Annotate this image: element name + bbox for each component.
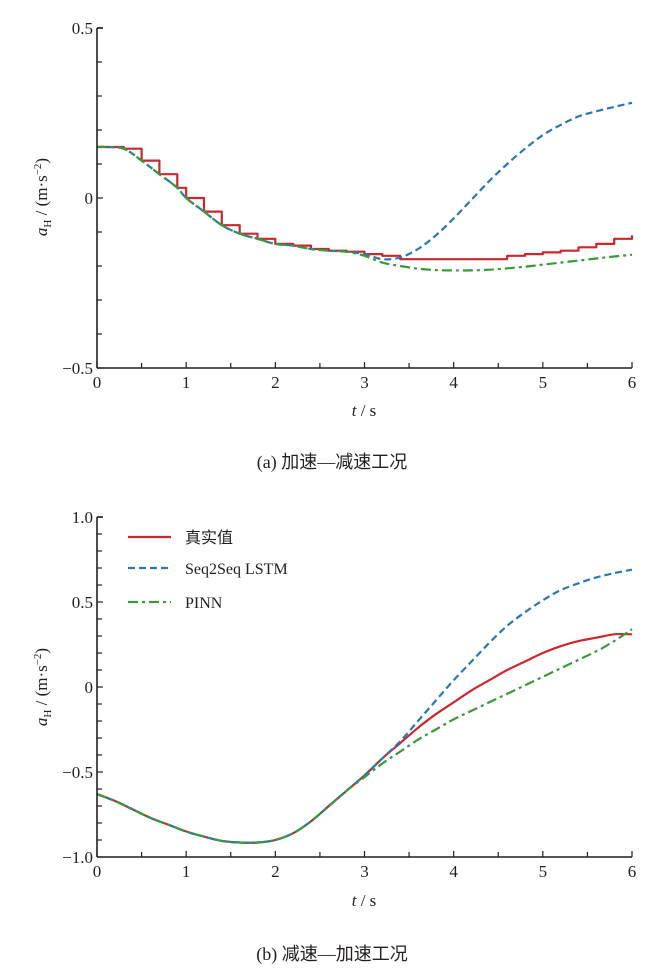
chart-b-y-axis-title: aH / (m·s−2) (32, 648, 54, 726)
chart-b-x-tick-label: 1 (182, 862, 191, 881)
chart-b-series-true-value (96, 632, 633, 844)
chart-b-x-axis-title: t / s (352, 891, 377, 910)
chart-b-series-pinn (96, 628, 633, 844)
chart-b-y-tick-label: −0.5 (62, 763, 93, 782)
chart-a-y-axis-title: aH / (m·s−2) (32, 158, 54, 236)
chart-b-x-tick-label: 0 (93, 862, 102, 881)
chart-b-series (96, 568, 633, 844)
legend-label-pinn: PINN (185, 595, 223, 612)
legend-label-seq2seq: Seq2Seq LSTM (185, 561, 288, 578)
chart-a-x-axis-title: t / s (352, 401, 377, 420)
chart-b-x-tick-label: 2 (271, 862, 280, 881)
chart-b-y-tick-label: 1.0 (72, 508, 93, 527)
chart-a-y-tick-label: 0 (85, 189, 94, 208)
chart-b-axes: −1.0 −0.5 0 0.5 1.0 0 1 2 3 4 5 6 (62, 508, 636, 881)
chart-a-y-tick-label: 0.5 (72, 19, 93, 38)
chart-b-x-tick-label: 6 (628, 862, 637, 881)
chart-b-caption: (b) 减速—加速工况 (256, 944, 408, 965)
chart-a-x-tick-label: 3 (360, 373, 369, 392)
chart-b-x-tick-label: 3 (360, 862, 369, 881)
chart-a: −0.500.50 1 2 3 4 5 6 t / s aH / (m·s−2) (a) 加… (32, 19, 636, 473)
legend-label-true-value: 真实值 (185, 529, 233, 547)
chart-b-x-tick-label: 4 (449, 862, 458, 881)
chart-a-x-tick-label: 4 (449, 373, 458, 392)
chart-b-y-tick-label: 0.5 (72, 593, 93, 612)
chart-b-x-tick-label: 5 (539, 862, 548, 881)
chart-b-legend: 真实值 Seq2Seq LSTM PINN (128, 529, 288, 612)
chart-a-x-tick-label: 6 (628, 373, 637, 392)
chart-a-x-tick-label: 5 (539, 373, 548, 392)
chart-b: −1.0 −0.5 0 0.5 1.0 0 1 2 3 4 5 6 真实值 Seq2Seq LSTM … (32, 508, 636, 965)
chart-a-series-true-value (97, 145, 634, 261)
chart-a-axes: −0.500.50 1 2 3 4 5 6 (62, 19, 636, 392)
chart-a-caption: (a) 加速—减速工况 (257, 452, 407, 473)
chart-a-x-tick-label: 1 (182, 373, 191, 392)
chart-b-series-seq2seq-lstm (96, 568, 633, 844)
chart-b-y-tick-label: −1.0 (62, 848, 93, 867)
chart-a-x-tick-label: 0 (93, 373, 102, 392)
chart-a-x-tick-label: 2 (271, 373, 280, 392)
chart-a-series (96, 101, 634, 272)
chart-b-y-tick-label: 0 (85, 678, 94, 697)
chart-a-y-tick-label: −0.5 (62, 359, 93, 378)
chart-a-series-pinn (96, 145, 633, 272)
